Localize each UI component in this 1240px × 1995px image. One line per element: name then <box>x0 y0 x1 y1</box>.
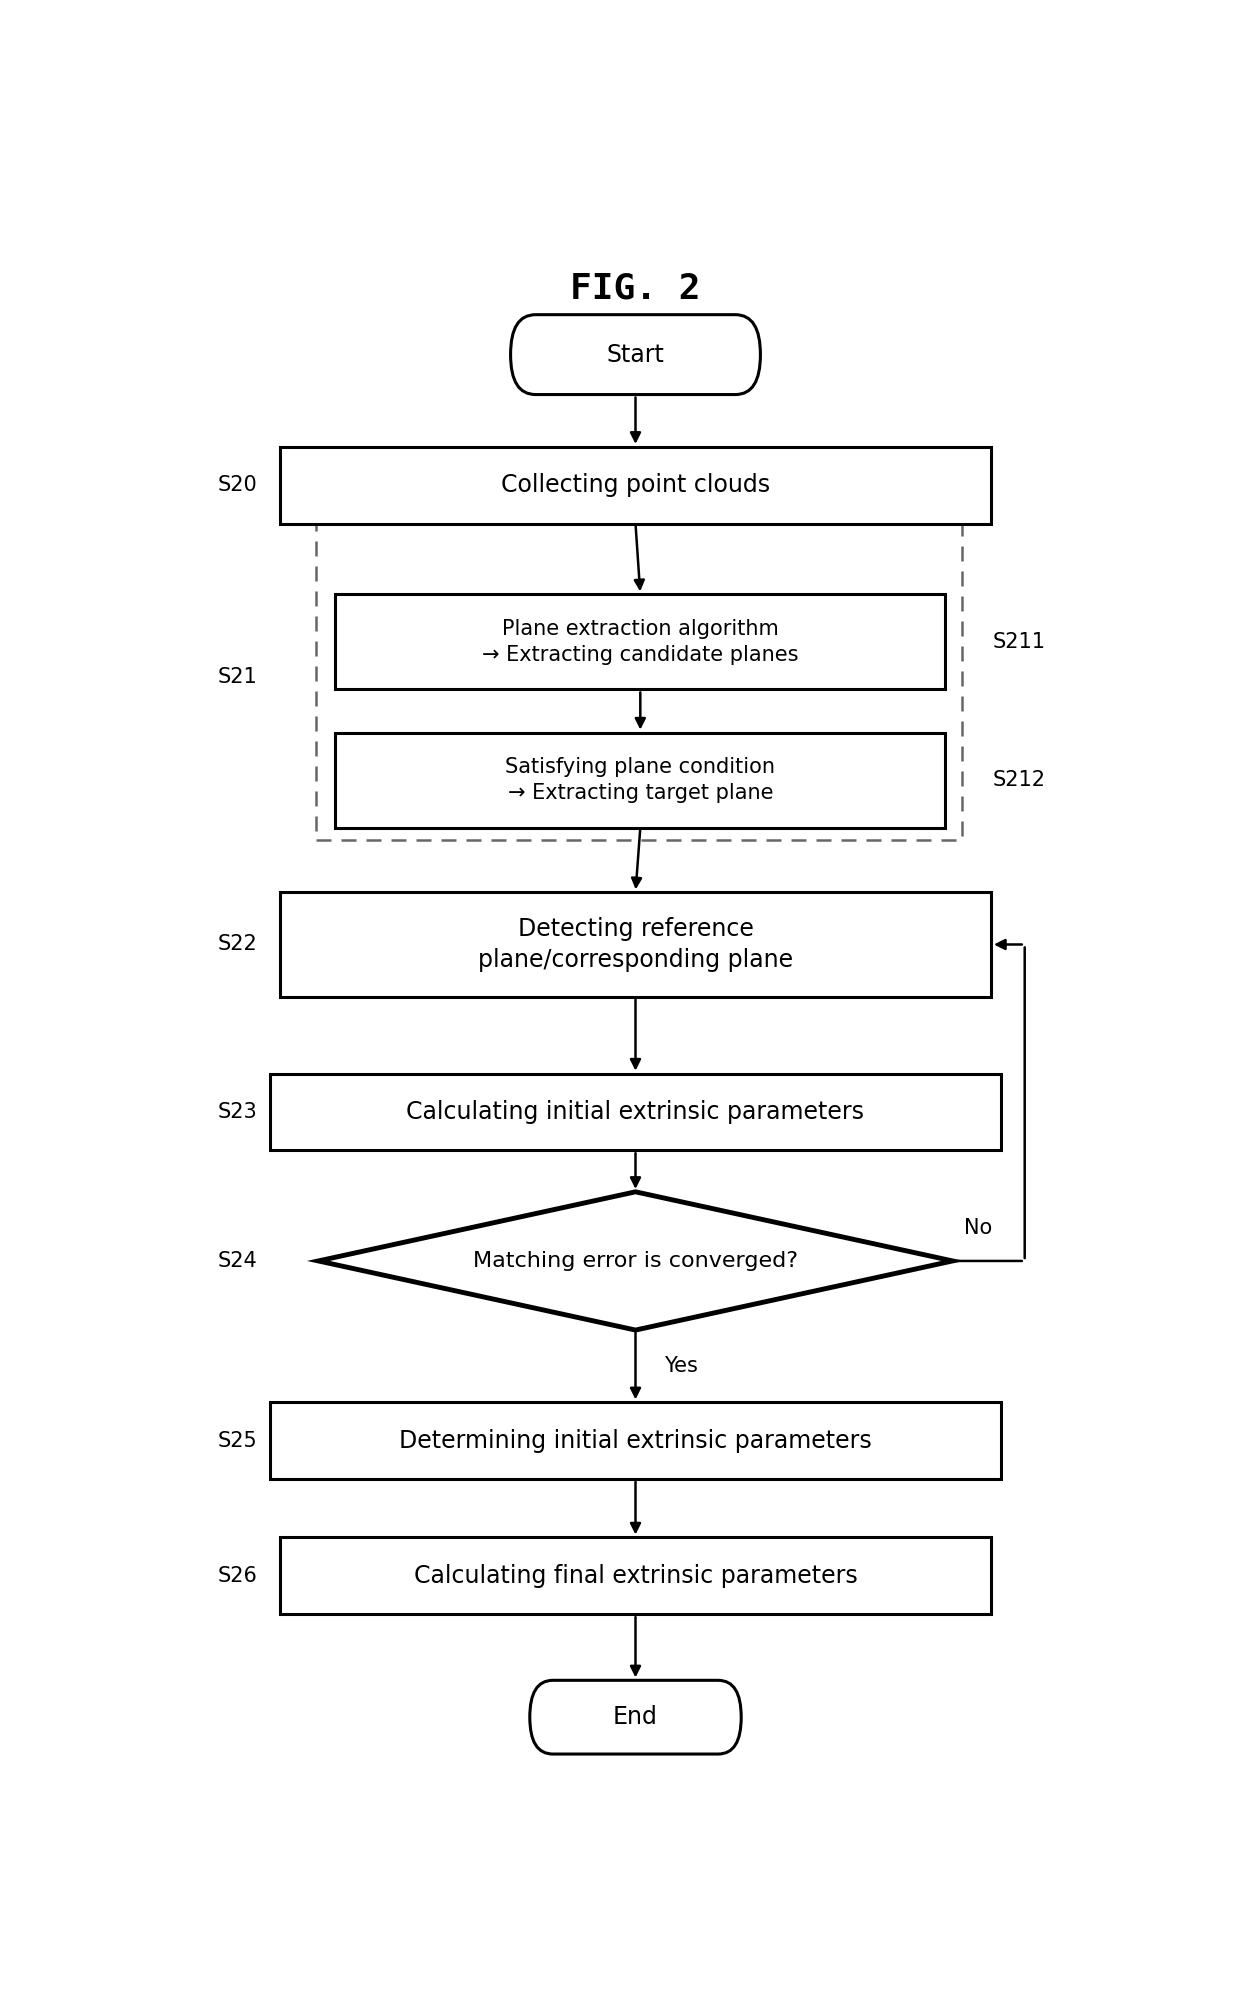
Bar <box>270 1073 1001 1151</box>
Text: No: No <box>965 1217 992 1237</box>
Text: S20: S20 <box>217 475 257 495</box>
Text: Start: Start <box>606 343 665 367</box>
Bar <box>316 499 962 840</box>
Text: Detecting reference
plane/corresponding plane: Detecting reference plane/corresponding … <box>477 916 794 972</box>
Text: S211: S211 <box>993 632 1047 652</box>
Text: S23: S23 <box>217 1101 257 1121</box>
Bar <box>335 595 945 690</box>
Text: S26: S26 <box>217 1566 258 1586</box>
Polygon shape <box>319 1191 952 1331</box>
Text: Matching error is converged?: Matching error is converged? <box>472 1251 799 1271</box>
Bar <box>280 892 991 998</box>
Text: S22: S22 <box>217 934 257 954</box>
Text: S25: S25 <box>217 1430 257 1450</box>
Text: Yes: Yes <box>665 1357 698 1377</box>
Text: S21: S21 <box>217 666 257 686</box>
Text: Plane extraction algorithm
→ Extracting candidate planes: Plane extraction algorithm → Extracting … <box>482 618 799 664</box>
Text: Collecting point clouds: Collecting point clouds <box>501 473 770 497</box>
Text: Calculating final extrinsic parameters: Calculating final extrinsic parameters <box>414 1564 857 1588</box>
Text: S24: S24 <box>217 1251 257 1271</box>
Text: End: End <box>613 1706 658 1730</box>
Text: Determining initial extrinsic parameters: Determining initial extrinsic parameters <box>399 1428 872 1452</box>
FancyBboxPatch shape <box>529 1680 742 1754</box>
Bar <box>280 1538 991 1614</box>
Bar <box>335 732 945 828</box>
Text: Calculating initial extrinsic parameters: Calculating initial extrinsic parameters <box>407 1099 864 1123</box>
Text: S212: S212 <box>993 770 1047 790</box>
FancyBboxPatch shape <box>511 315 760 395</box>
Bar <box>270 1402 1001 1478</box>
Bar <box>280 447 991 523</box>
Text: FIG. 2: FIG. 2 <box>570 271 701 305</box>
Text: Satisfying plane condition
→ Extracting target plane: Satisfying plane condition → Extracting … <box>506 756 775 804</box>
